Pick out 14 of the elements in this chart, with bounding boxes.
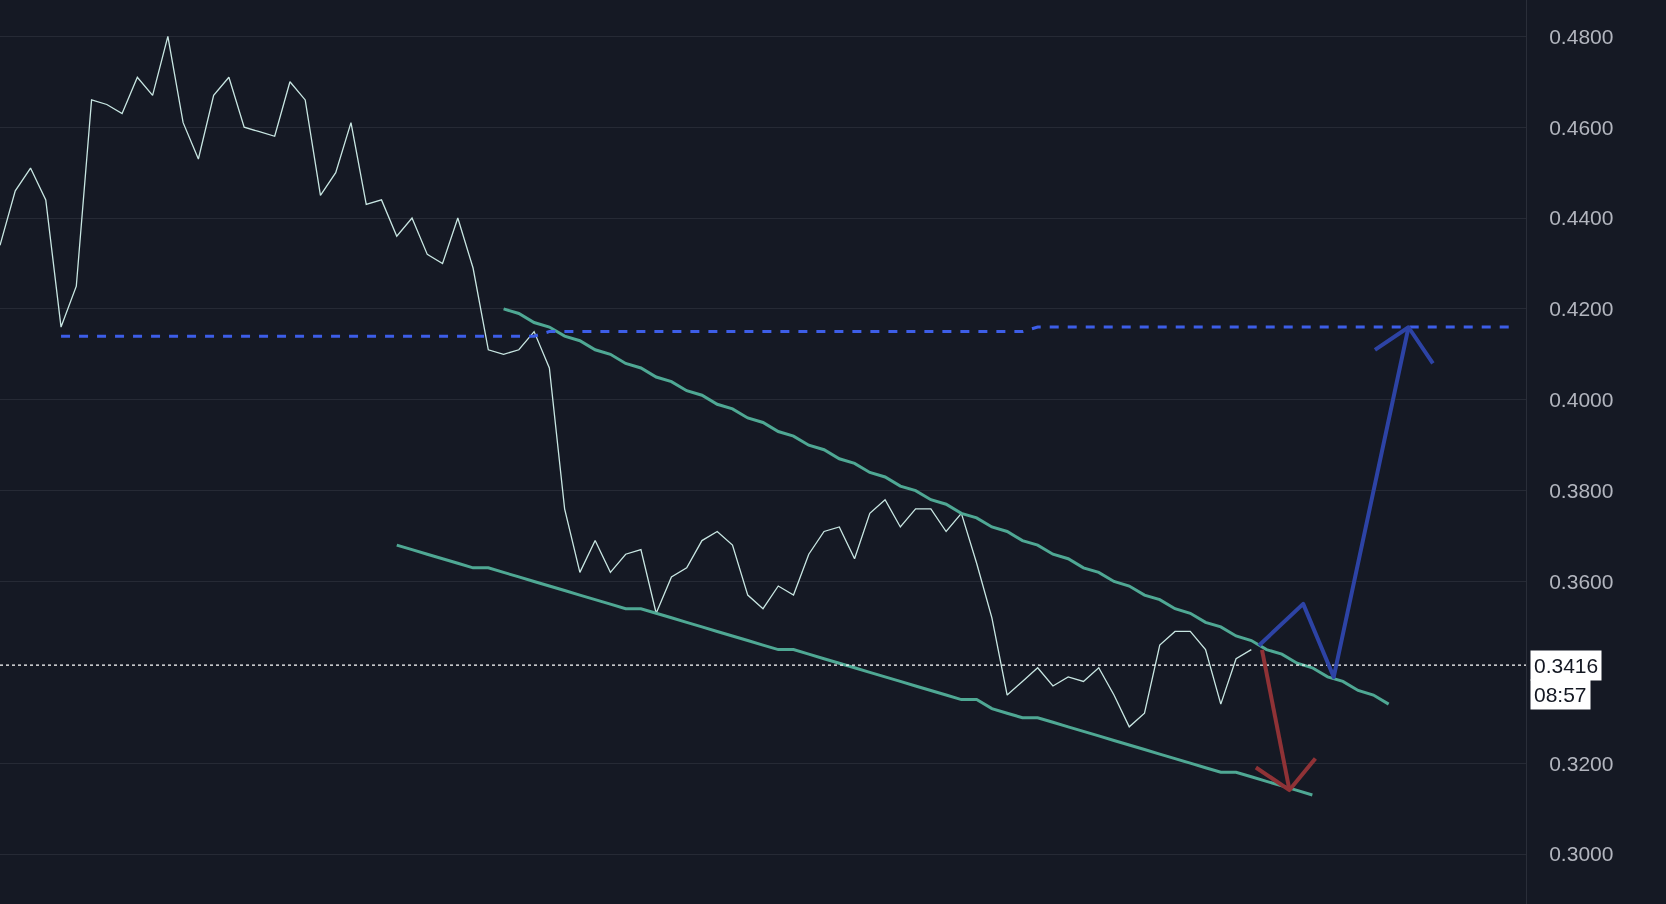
y-tick-label: 0.4600 xyxy=(1549,115,1614,139)
y-tick-label: 0.4000 xyxy=(1549,388,1614,412)
y-tick-label: 0.3800 xyxy=(1549,478,1614,502)
line-series xyxy=(0,35,1252,728)
y-tick-label: 0.4200 xyxy=(1549,297,1614,321)
y-tick-label: 0.3000 xyxy=(1549,842,1614,866)
text: 08:57 xyxy=(1534,683,1587,706)
y-tick-label: 0.3200 xyxy=(1549,751,1614,775)
line-series xyxy=(502,307,1391,706)
line-series xyxy=(395,543,1314,797)
y-tick-label: 0.3600 xyxy=(1549,569,1614,593)
y-tick-label: 0.4400 xyxy=(1549,206,1614,230)
y-tick-label: 0.4800 xyxy=(1549,24,1614,48)
ref-line-label: 0.3416 xyxy=(1534,654,1599,677)
